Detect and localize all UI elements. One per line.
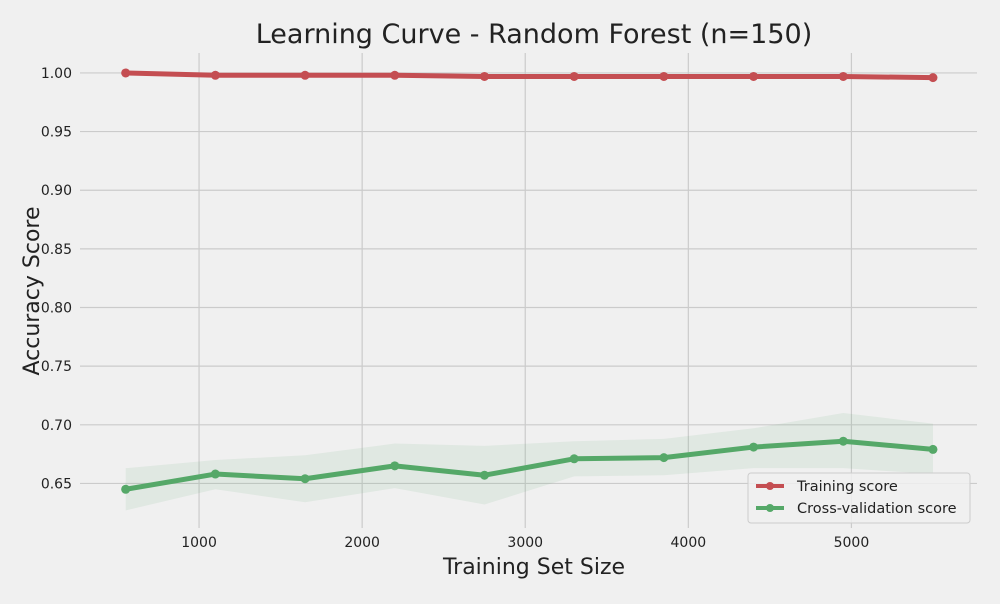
- data-point-training: [390, 70, 400, 80]
- legend-label-cv: Cross-validation score: [797, 501, 957, 517]
- data-point-training: [749, 71, 759, 81]
- y-tick-label: 1.00: [41, 66, 72, 82]
- confidence-band-cv: [125, 413, 933, 511]
- data-point-cv: [121, 484, 131, 494]
- series-line-training: [123, 70, 936, 81]
- legend-box: [747, 472, 971, 524]
- data-point-training: [479, 71, 489, 81]
- series-lines: [121, 68, 938, 494]
- y-axis-label: Accuracy Score: [20, 206, 45, 375]
- legend-label-training: Training score: [796, 479, 898, 495]
- legend: Training score Cross-validation score: [747, 472, 971, 524]
- series-line-cv: [123, 438, 936, 492]
- y-tick-label: 0.90: [41, 183, 72, 199]
- legend-marker-cv: [766, 504, 774, 512]
- y-tick-label: 0.85: [41, 242, 72, 258]
- data-point-training: [659, 71, 669, 81]
- data-point-cv: [569, 454, 579, 464]
- data-point-cv: [928, 444, 938, 454]
- grid: [80, 53, 977, 528]
- data-point-cv: [749, 442, 759, 452]
- y-tick-label: 0.80: [41, 301, 72, 317]
- data-point-training: [838, 71, 848, 81]
- data-point-cv: [210, 469, 220, 479]
- y-tick-label: 0.75: [41, 359, 72, 375]
- legend-marker-training: [766, 482, 774, 490]
- data-point-cv: [479, 470, 489, 480]
- x-tick-label: 4000: [671, 535, 707, 551]
- x-tick-label: 1000: [181, 535, 217, 551]
- y-tick-label: 0.65: [41, 476, 72, 492]
- chart-title: Learning Curve - Random Forest (n=150): [256, 19, 813, 50]
- data-point-training: [300, 70, 310, 80]
- data-point-training: [928, 73, 938, 83]
- data-point-cv: [300, 474, 310, 484]
- data-point-cv: [838, 436, 848, 446]
- y-tick-label: 0.70: [41, 418, 72, 434]
- data-point-training: [569, 71, 579, 81]
- x-tick-label: 2000: [344, 535, 380, 551]
- data-point-training: [121, 68, 131, 78]
- data-point-cv: [659, 453, 669, 463]
- x-axis-label: Training Set Size: [442, 555, 625, 580]
- data-point-training: [210, 70, 220, 80]
- data-point-cv: [390, 461, 400, 471]
- tick-labels: 0.65 0.70 0.75 0.80 0.85 0.90 0.95 1.00 1000 2000…: [41, 66, 869, 551]
- x-tick-label: 5000: [834, 535, 870, 551]
- x-tick-label: 3000: [507, 535, 543, 551]
- y-tick-label: 0.95: [41, 125, 72, 141]
